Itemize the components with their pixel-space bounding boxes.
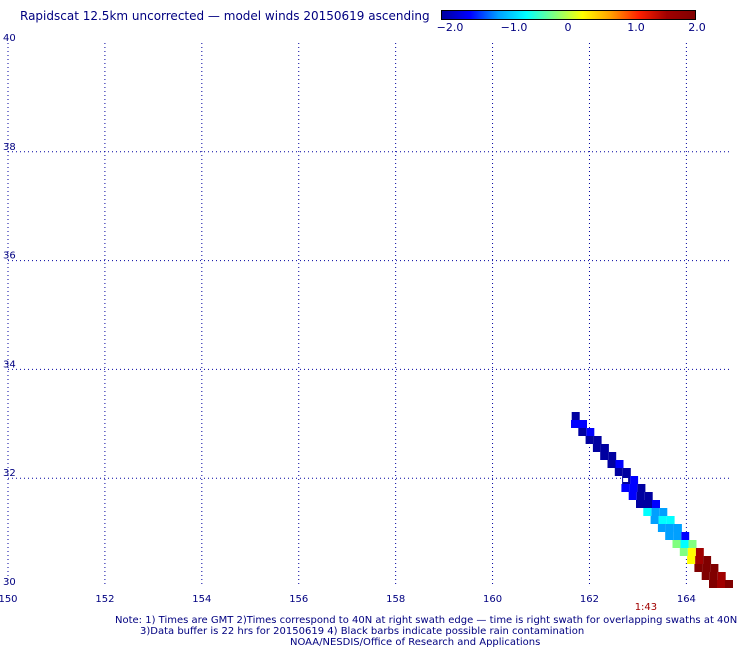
note-line-3: NOAA/NESDIS/Office of Research and Appli…: [290, 637, 541, 648]
swath-cell: [688, 540, 697, 548]
swath-cell: [614, 468, 623, 476]
map-title: Rapidscat 12.5km uncorrected — model win…: [20, 9, 430, 23]
lon-tick-label: 154: [192, 594, 211, 605]
swath-cell: [600, 452, 609, 460]
swath-cell: [629, 484, 638, 492]
lon-tick-label: 152: [95, 594, 114, 605]
colorbar-tick: −1.0: [500, 21, 528, 34]
colorbar-tick: 1.0: [627, 21, 645, 34]
colorbar-tick: 2.0: [688, 21, 706, 34]
swath-cell: [679, 548, 688, 556]
swath-cell: [622, 468, 631, 476]
swath-cell: [725, 580, 733, 588]
swath-cell: [637, 484, 646, 492]
swath-cell: [578, 428, 587, 436]
swath-cell: [644, 492, 653, 500]
lat-tick-label: 36: [3, 251, 16, 262]
swath-cell: [717, 580, 725, 588]
lon-tick-label: 162: [580, 594, 599, 605]
swath-cell: [672, 540, 681, 548]
lon-tick-label: 156: [289, 594, 308, 605]
lat-tick-label: 38: [3, 142, 16, 153]
swath-cell: [593, 436, 602, 444]
swath-cell: [643, 508, 652, 516]
swath-cell: [636, 500, 644, 508]
colorbar-tick: −2.0: [436, 21, 464, 34]
swath-cell: [607, 460, 616, 468]
swath-cell: [702, 564, 711, 572]
lon-tick-label: 160: [483, 594, 502, 605]
note-line-2: 3)Data buffer is 22 hrs for 20150619 4) …: [140, 626, 585, 637]
swath-cell: [694, 564, 703, 572]
swath-cell: [628, 492, 637, 500]
swath-cell: [657, 524, 666, 532]
swath-cell: [636, 492, 645, 500]
lon-tick-label: 150: [0, 594, 18, 605]
swath-cell: [600, 444, 609, 452]
wind-difference-map: 150 152 154 156 158 160 162 164 30 32 34 36 38 40 1:43: [0, 33, 733, 610]
lon-tick-label: 158: [386, 594, 405, 605]
swath-cell: [585, 436, 594, 444]
colorbar: [441, 10, 696, 20]
swath-cell: [673, 532, 682, 540]
swath-cell: [709, 572, 718, 580]
lat-tick-label: 34: [3, 359, 16, 370]
colorbar-tick: 0: [564, 21, 572, 34]
lat-tick-label: 40: [3, 33, 16, 44]
swath-cell: [579, 420, 587, 428]
swath-time-label: 1:43: [635, 602, 657, 610]
swath-cell: [666, 516, 675, 524]
swath-cell: [717, 572, 726, 580]
swath-cell: [709, 580, 717, 588]
lat-tick-label: 32: [3, 468, 16, 479]
swath-cell: [615, 460, 624, 468]
swath-cell: [687, 548, 696, 556]
swath-cells: [571, 412, 733, 588]
swath-cell: [630, 476, 639, 484]
swath-cell: [687, 556, 696, 564]
swath-cell: [586, 428, 595, 436]
swath-cell: [703, 556, 712, 564]
axis-labels: 150 152 154 156 158 160 162 164 30 32 34 36 38 40 1:43: [0, 33, 696, 610]
swath-cell: [695, 548, 704, 556]
swath-cell: [658, 516, 667, 524]
swath-cell: [695, 556, 704, 564]
swath-cell: [665, 524, 674, 532]
swath-cell: [652, 500, 660, 508]
swath-gap: [623, 478, 629, 482]
swath-cell: [665, 532, 674, 540]
swath-cell: [592, 444, 601, 452]
swath-cell: [680, 540, 689, 548]
lat-tick-label: 30: [3, 577, 16, 588]
swath-cell: [681, 532, 690, 540]
note-line-1: Note: 1) Times are GMT 2)Times correspon…: [115, 615, 738, 626]
swath-cell: [621, 484, 630, 492]
swath-cell: [701, 572, 710, 580]
lat-lon-grid: [7, 43, 730, 587]
swath-cell: [608, 452, 617, 460]
swath-cell: [659, 508, 668, 516]
swath-cell: [650, 516, 659, 524]
swath-cell: [673, 524, 682, 532]
lon-tick-label: 164: [677, 594, 696, 605]
swath-cell: [571, 412, 580, 420]
swath-cell: [651, 508, 660, 516]
swath-cell: [644, 500, 652, 508]
swath-cell: [571, 420, 579, 428]
swath-cell: [710, 564, 719, 572]
